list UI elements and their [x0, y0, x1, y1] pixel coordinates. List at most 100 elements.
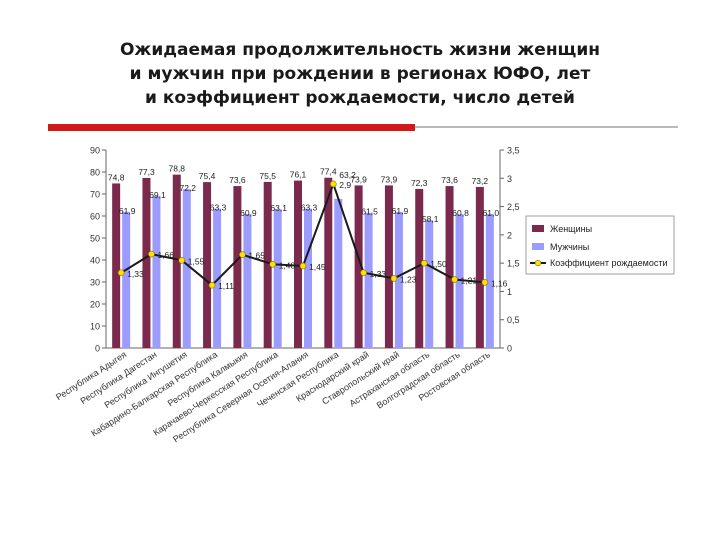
data-label-fertility: 1,50	[430, 259, 447, 269]
data-label-women: 73,6	[229, 175, 246, 185]
data-label-fertility: 1,21	[461, 276, 478, 286]
data-label-men: 72,2	[179, 183, 196, 193]
bar-women	[354, 185, 363, 348]
y-right-tick-label: 3,5	[507, 146, 520, 156]
data-label-fertility: 1,48	[279, 260, 296, 270]
bar-men	[364, 212, 373, 348]
bar-women	[233, 186, 242, 348]
accent-rule-red	[48, 124, 415, 131]
legend-label-women: Женщины	[550, 224, 592, 234]
y-left-tick-label: 70	[90, 190, 100, 200]
data-label-women: 74,8	[108, 172, 125, 182]
point-fertility	[330, 180, 337, 188]
chart-container: 0 10 20 30 40 50 60 70 80 90 0 0,5 1 1,5 2 2,5 3 3,5 74,8 6…	[48, 134, 678, 530]
y-right-tick-label: 0	[507, 344, 512, 354]
title-line-2: и мужчин при рождении в регионах ЮФО, ле…	[129, 64, 591, 84]
data-label-men: 63,3	[301, 203, 318, 213]
data-label-women: 76,1	[290, 170, 307, 180]
y-right-tick-label: 2,5	[507, 202, 520, 212]
data-label-men: 60,8	[452, 208, 469, 218]
bar-men	[394, 211, 403, 348]
data-label-women: 77,3	[138, 167, 155, 177]
bar-women	[203, 182, 212, 348]
data-label-women: 72,3	[411, 178, 428, 188]
data-label-women: 73,6	[441, 175, 458, 185]
bar-men	[182, 189, 191, 348]
point-fertility	[390, 275, 398, 282]
bar-men	[122, 211, 131, 348]
data-label-fertility: 1,33	[127, 269, 144, 279]
bar-women	[112, 183, 121, 348]
data-label-callout: 63,2	[339, 170, 356, 180]
y-left-tick-label: 40	[90, 256, 100, 266]
combo-chart: 0 10 20 30 40 50 60 70 80 90 0 0,5 1 1,5 2 2,5 3 3,5 74,8 6…	[54, 146, 675, 444]
y-right-tick-label: 0,5	[507, 315, 520, 325]
y-left-tick-label: 90	[90, 146, 100, 156]
bar-men	[152, 195, 161, 348]
data-label-women: 75,5	[259, 171, 276, 181]
data-label-fertility: 2,9	[339, 180, 351, 190]
data-label-fertility: 1,45	[309, 262, 326, 272]
bar-men	[213, 208, 222, 348]
data-label-women: 75,4	[199, 171, 216, 181]
data-label-men: 63,1	[270, 203, 287, 213]
y-left-tick-label: 0	[95, 344, 100, 354]
title-line-1: Ожидаемая продолжительность жизни женщин	[119, 40, 601, 60]
y-left-tick-label: 60	[90, 212, 100, 222]
data-label-men: 61,5	[361, 207, 378, 217]
point-fertility	[269, 260, 276, 268]
y-right-tick-label: 2	[507, 230, 512, 240]
bar-women	[263, 181, 272, 348]
point-fertility	[360, 269, 367, 277]
bar-women	[445, 186, 454, 348]
data-label-fertility: 1,33	[370, 269, 387, 279]
bar-men	[425, 220, 434, 348]
legend-box	[525, 215, 675, 275]
bar-men	[455, 214, 464, 348]
data-label-women: 78,8	[168, 164, 185, 174]
data-label-men: 61,9	[392, 206, 409, 216]
data-label-women: 73,9	[350, 174, 367, 184]
point-fertility	[148, 250, 155, 258]
legend-label-men: Мужчины	[550, 242, 589, 252]
legend-label-fertility: Коэффициент рождаемости	[550, 258, 668, 268]
y-left-tick-label: 80	[90, 168, 100, 178]
data-label-men: 69,1	[149, 190, 166, 200]
bar-men	[304, 208, 312, 348]
y-left-tick-label: 10	[90, 322, 100, 332]
data-label-fertility: 1,66	[157, 250, 174, 260]
data-label-women: 73,9	[381, 174, 398, 184]
point-fertility	[299, 262, 307, 270]
point-fertility	[117, 269, 125, 277]
bar-men	[334, 198, 343, 348]
bar-men	[273, 209, 282, 348]
bar-men	[243, 214, 252, 348]
point-fertility	[451, 276, 458, 283]
point-fertility	[481, 279, 489, 286]
data-label-men: 61,0	[483, 208, 500, 218]
legend-swatch-women	[532, 225, 544, 232]
title-line-3: и коэффициент рождаемости, число детей	[145, 88, 575, 108]
y-left-tick-label: 20	[90, 300, 100, 310]
legend-swatch-men	[532, 243, 544, 250]
accent-rule-gray	[415, 126, 678, 128]
legend-marker-fertility	[534, 259, 542, 267]
slide-title: Ожидаемая продолжительность жизни женщин…	[30, 38, 690, 110]
data-label-fertility: 1,16	[491, 278, 508, 288]
point-fertility	[178, 257, 186, 264]
point-fertility	[239, 251, 246, 258]
data-label-men: 60,9	[240, 208, 257, 218]
bar-women	[142, 177, 151, 348]
y-right-tick-label: 1	[507, 287, 512, 297]
data-label-men: 61,9	[119, 206, 136, 216]
data-label-women: 77,4	[320, 167, 337, 177]
data-label-men: 58,1	[422, 214, 439, 224]
y-right-tick-label: 1,5	[507, 259, 520, 269]
y-left-tick-label: 30	[90, 278, 100, 288]
point-fertility	[208, 281, 216, 289]
bar-women	[324, 177, 333, 348]
data-label-fertility: 1,65	[248, 251, 265, 261]
data-label-men: 63,3	[210, 203, 227, 213]
bar-women	[172, 174, 181, 348]
data-label-women: 73,2	[472, 176, 489, 186]
